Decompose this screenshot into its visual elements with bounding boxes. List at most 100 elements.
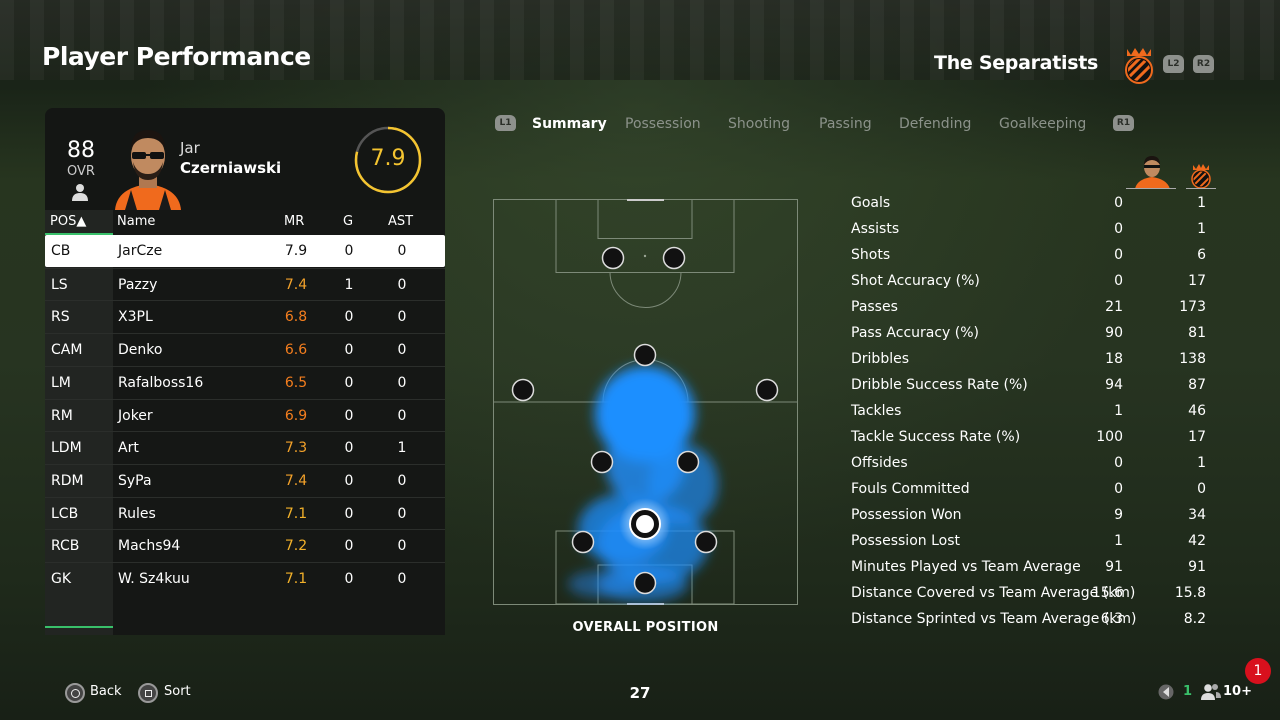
row-pos: LM	[51, 374, 71, 391]
circle-button-icon[interactable]	[65, 683, 85, 703]
stat-label: Dribbles	[851, 351, 909, 367]
row-assists: 0	[397, 538, 407, 555]
row-goals: 0	[344, 309, 354, 326]
row-name: X3PL	[118, 309, 153, 326]
stat-label: Offsides	[851, 455, 908, 471]
table-row[interactable]: LM Rafalboss16 6.5 0 0	[45, 365, 445, 398]
table-header: POS▲ Name MR G AST	[45, 210, 445, 235]
table-row[interactable]: GK W. Sz4kuu 7.1 0 0	[45, 562, 445, 594]
row-goals: 0	[344, 243, 354, 259]
row-goals: 0	[344, 505, 354, 522]
row-match-rating: 6.6	[284, 342, 308, 359]
stat-row: Distance Sprinted vs Team Average (km) 6.…	[851, 609, 1211, 635]
stat-label: Tackles	[851, 403, 902, 419]
l1-bumper-button[interactable]: L1	[495, 115, 516, 131]
row-assists: 0	[397, 407, 407, 424]
row-pos: CAM	[51, 342, 83, 359]
r1-bumper-button[interactable]: R1	[1113, 115, 1134, 131]
stat-team-value: 1	[1197, 221, 1206, 237]
row-name: JarCze	[118, 243, 163, 259]
table-row[interactable]: LCB Rules 7.1 0 0	[45, 496, 445, 529]
stat-player-value: 91	[1105, 559, 1123, 575]
stat-label: Pass Accuracy (%)	[851, 325, 980, 341]
player-portrait	[115, 130, 181, 210]
square-button-icon[interactable]	[138, 683, 158, 703]
stat-row: Assists 0 1	[851, 219, 1211, 245]
stat-team-value: 0	[1197, 481, 1206, 497]
table-row[interactable]: LDM Art 7.3 0 1	[45, 431, 445, 463]
stat-team-value: 91	[1188, 559, 1206, 575]
notification-badge[interactable]: 1	[1245, 658, 1271, 684]
sort-label[interactable]: Sort	[164, 684, 191, 699]
table-row[interactable]: LS Pazzy 7.4 1 0	[45, 267, 445, 300]
page-title: Player Performance	[42, 42, 311, 71]
row-pos: RDM	[51, 472, 84, 489]
tab-summary[interactable]: Summary	[532, 116, 607, 132]
heatmap-cloud	[568, 366, 718, 602]
party-members-icon	[1201, 684, 1221, 700]
r2-bumper-button[interactable]: R2	[1193, 55, 1214, 73]
table-row[interactable]: RS X3PL 6.8 0 0	[45, 300, 445, 332]
stat-row: Possession Lost 1 42	[851, 531, 1211, 557]
table-row[interactable]: CAM Denko 6.6 0 0	[45, 333, 445, 365]
header-assists[interactable]: AST	[388, 214, 414, 229]
header-goals[interactable]: G	[343, 214, 354, 229]
l2-bumper-button[interactable]: L2	[1163, 55, 1184, 73]
stat-row: Goals 0 1	[851, 193, 1211, 219]
row-name: Pazzy	[118, 276, 158, 293]
stat-row: Fouls Committed 0 0	[851, 479, 1211, 505]
header-mr[interactable]: MR	[284, 214, 305, 229]
row-goals: 0	[344, 538, 354, 555]
rating-ring	[354, 126, 422, 194]
stat-player-value: 90	[1105, 325, 1123, 341]
stat-label: Possession Lost	[851, 533, 960, 549]
match-rating-value: 7.9	[370, 146, 406, 171]
stat-team-value: 17	[1188, 273, 1206, 289]
stat-label: Distance Covered vs Team Average (km)	[851, 585, 1136, 601]
tab-possession[interactable]: Possession	[625, 116, 701, 132]
sort-indicator	[45, 233, 113, 235]
header-pos[interactable]: POS▲	[50, 214, 87, 229]
row-assists: 0	[397, 309, 407, 326]
stat-player-value: 0	[1114, 247, 1123, 263]
stat-player-value: 0	[1114, 481, 1123, 497]
row-pos: RS	[51, 309, 70, 326]
stat-row: Tackle Success Rate (%) 100 17	[851, 427, 1211, 453]
header-name[interactable]: Name	[117, 214, 156, 229]
stat-team-value: 42	[1188, 533, 1206, 549]
tab-shooting[interactable]: Shooting	[728, 116, 791, 132]
stat-player-value: 21	[1105, 299, 1123, 315]
stat-team-value: 1	[1197, 195, 1206, 211]
table-row[interactable]: RCB Machs94 7.2 0 0	[45, 529, 445, 561]
table-row[interactable]: RM Joker 6.9 0 0	[45, 398, 445, 431]
stats-tabs: L1 Summary Possession Shooting Passing D…	[495, 113, 1145, 137]
stat-team-value: 34	[1188, 507, 1206, 523]
stat-row: Possession Won 9 34	[851, 505, 1211, 531]
stat-row: Dribble Success Rate (%) 94 87	[851, 375, 1211, 401]
row-assists: 0	[397, 472, 407, 489]
team-column-crest-icon	[1191, 164, 1211, 189]
tab-passing[interactable]: Passing	[819, 116, 872, 132]
stat-row: Dribbles 18 138	[851, 349, 1211, 375]
row-goals: 0	[344, 472, 354, 489]
tab-defending[interactable]: Defending	[899, 116, 972, 132]
row-goals: 0	[344, 571, 354, 587]
stat-player-value: 0	[1114, 273, 1123, 289]
row-assists: 0	[397, 276, 407, 293]
table-row[interactable]: CB JarCze 7.9 0 0	[45, 235, 445, 267]
stat-row: Shots 0 6	[851, 245, 1211, 271]
roster-table: POS▲ Name MR G AST CB JarCze 7.9 0 0 LS Pazzy 7…	[45, 210, 445, 635]
back-label[interactable]: Back	[90, 684, 122, 699]
row-match-rating: 6.9	[284, 407, 308, 424]
tab-goalkeeping[interactable]: Goalkeeping	[999, 116, 1087, 132]
row-pos: GK	[51, 571, 72, 587]
row-assists: 0	[397, 571, 407, 587]
row-match-rating: 6.8	[284, 309, 308, 326]
stat-player-value: 1	[1114, 533, 1123, 549]
page-number: 27	[629, 684, 651, 702]
row-match-rating: 7.2	[284, 538, 308, 555]
row-match-rating: 7.1	[284, 571, 308, 587]
stat-label: Shot Accuracy (%)	[851, 273, 980, 289]
table-row[interactable]: RDM SyPa 7.4 0 0	[45, 463, 445, 496]
row-pos: RM	[51, 407, 73, 424]
